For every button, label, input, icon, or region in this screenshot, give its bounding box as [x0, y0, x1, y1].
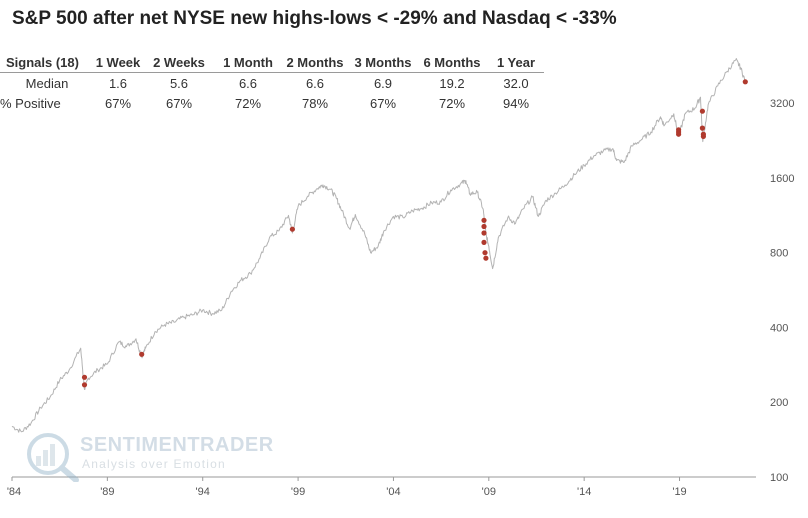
- header-6-months: 6 Months: [416, 53, 488, 73]
- y-tick-label: 400: [770, 322, 788, 334]
- header-1-year: 1 Year: [488, 53, 544, 73]
- x-tick-label: '89: [100, 486, 114, 498]
- median-2-months: 6.6: [305, 76, 325, 91]
- x-tick-label: '19: [672, 486, 686, 498]
- signal-dot: [742, 79, 748, 85]
- x-tick-label: '09: [482, 486, 496, 498]
- magnifier-chart-icon: [27, 433, 79, 483]
- positive-2-weeks: 67%: [165, 96, 193, 111]
- signal-dot: [676, 131, 682, 137]
- y-tick-label: 3200: [770, 98, 794, 110]
- signal-dot: [81, 374, 88, 380]
- header-2-months: 2 Months: [280, 53, 350, 73]
- signal-dot: [139, 351, 145, 357]
- y-tick-label: 200: [770, 397, 788, 409]
- median-label: Median: [25, 76, 69, 91]
- y-axis-ticks: 100 200 400 800 1600 3200: [770, 98, 794, 484]
- watermark-brand: SENTIMENTRADER: [80, 434, 274, 456]
- x-axis-ticks: '84 '89 '94 '99 '04 '09 '14 '19: [7, 477, 687, 498]
- positive-label: % Positive: [0, 96, 61, 111]
- y-tick-label: 800: [770, 248, 788, 260]
- y-tick-label: 100: [770, 472, 788, 484]
- x-tick-label: '94: [196, 486, 210, 498]
- x-tick-label: '14: [577, 486, 591, 498]
- signal-dot: [481, 239, 487, 245]
- positive-1-week: 67%: [104, 96, 132, 111]
- watermark-tagline: Analysis over Emotion: [82, 457, 226, 471]
- median-1-week: 1.6: [108, 76, 128, 91]
- median-1-year: 32.0: [503, 76, 529, 91]
- stats-header-row: Signals (18) 1 Week 2 Weeks 1 Month 2 Mo…: [0, 53, 544, 73]
- signal-dot: [81, 382, 88, 388]
- median-6-months: 19.2: [439, 76, 465, 91]
- sp500-line: [11, 58, 746, 433]
- x-tick-label: '04: [386, 486, 400, 498]
- watermark: SENTIMENTRADER Analysis over Emotion: [26, 432, 273, 487]
- x-tick-label: '84: [7, 486, 21, 498]
- median-2-weeks: 5.6: [169, 76, 189, 91]
- signal-dot: [483, 255, 489, 261]
- positive-row: % Positive 67% 67% 72% 78% 67% 72% 94%: [0, 93, 544, 113]
- signal-dot: [481, 217, 487, 223]
- header-1-week: 1 Week: [94, 53, 142, 73]
- signal-dot: [482, 250, 488, 256]
- chart-title: S&P 500 after net NYSE new highs-lows < …: [12, 8, 617, 29]
- signal-dot: [699, 125, 706, 131]
- median-1-month: 6.6: [238, 76, 258, 91]
- signal-dot: [700, 133, 707, 139]
- header-2-weeks: 2 Weeks: [142, 53, 216, 73]
- header-3-months: 3 Months: [350, 53, 416, 73]
- positive-6-months: 72%: [438, 96, 466, 111]
- header-1-month: 1 Month: [216, 53, 280, 73]
- stats-table: Signals (18) 1 Week 2 Weeks 1 Month 2 Mo…: [0, 53, 544, 113]
- signal-dot: [481, 223, 487, 230]
- y-tick-label: 1600: [770, 173, 794, 185]
- positive-3-months: 67%: [369, 96, 397, 111]
- signal-dot: [481, 230, 487, 236]
- x-tick-label: '99: [291, 486, 305, 498]
- signal-markers: [81, 79, 748, 388]
- header-signals: Signals (18): [0, 53, 94, 73]
- signal-dot: [699, 108, 706, 114]
- median-row: Median 1.6 5.6 6.6 6.6 6.9 19.2 32.0: [0, 73, 544, 94]
- positive-2-months: 78%: [301, 96, 329, 111]
- positive-1-year: 94%: [502, 96, 530, 111]
- median-3-months: 6.9: [373, 76, 393, 91]
- positive-1-month: 72%: [234, 96, 262, 111]
- signal-dot: [289, 226, 295, 232]
